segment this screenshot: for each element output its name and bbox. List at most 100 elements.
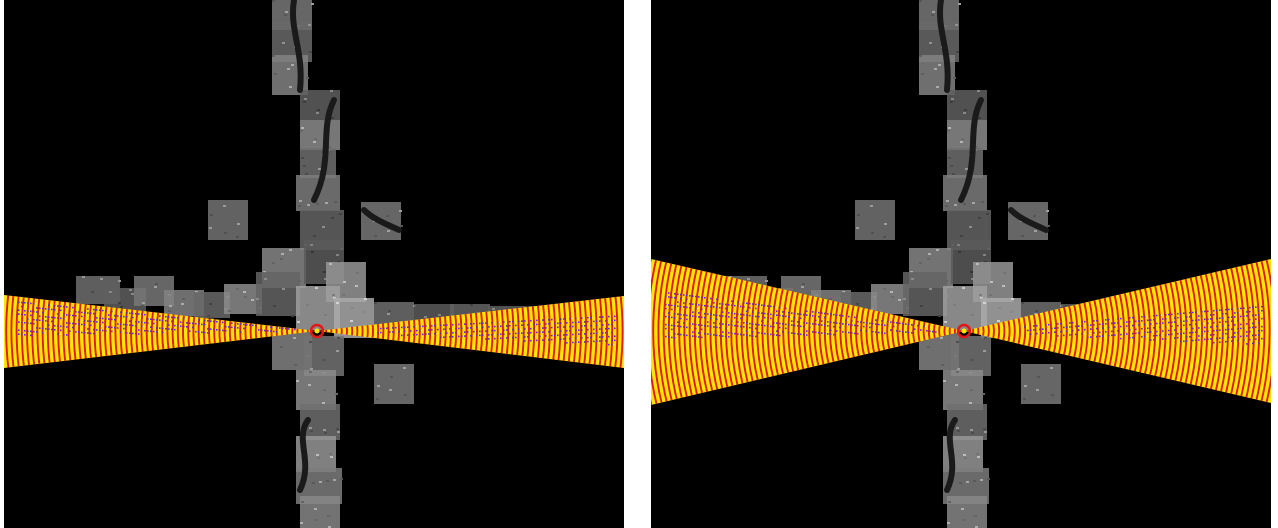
overlay-dot [120,323,122,325]
overlay-dot [785,328,787,330]
image-speckle [971,314,974,316]
overlay-dot [869,327,871,329]
overlay-dot [114,319,116,321]
overlay-dot [153,319,155,321]
overlay-dot [587,321,589,323]
overlay-dot [893,322,895,324]
overlay-dot [1177,325,1179,327]
image-speckle [109,291,112,293]
overlay-dot [1201,311,1203,313]
overlay-dot [1150,319,1152,321]
overlay-dot [452,336,454,338]
overlay-dot [189,330,191,332]
overlay-dot [431,329,433,331]
overlay-dot [695,304,697,306]
overlay-dot [542,319,544,321]
overlay-dot [1171,321,1173,323]
overlay-dot [866,330,868,332]
overlay-dot [452,332,454,334]
overlay-dot [758,304,760,306]
overlay-dot [599,340,601,342]
overlay-dot [1183,332,1185,334]
overlay-dot [75,311,77,313]
overlay-dot [1114,334,1116,336]
image-speckle [273,305,276,307]
overlay-dot [752,315,754,317]
overlay-dot [731,304,733,306]
overlay-dot [96,317,98,319]
overlay-dot [482,322,484,324]
overlay-dot [509,333,511,335]
overlay-dot [1219,309,1221,311]
image-speckle [350,320,353,322]
image-speckle [272,0,275,2]
overlay-dot [69,310,71,312]
overlay-dot [671,309,673,311]
overlay-dot [141,322,143,324]
overlay-dot [60,310,62,312]
overlay-dot [719,315,721,317]
overlay-dot [908,324,910,326]
overlay-dot [1144,316,1146,318]
image-speckle [857,214,860,216]
image-speckle [956,341,959,343]
image-speckle [317,109,320,111]
overlay-dot [1249,327,1251,329]
overlay-dot [60,330,62,332]
image-speckle [308,384,311,386]
overlay-dot [737,313,739,315]
overlay-dot [731,320,733,322]
image-tile [855,200,895,240]
overlay-dot [572,342,574,344]
overlay-dot [737,325,739,327]
image-speckle [389,389,392,391]
overlay-dot [479,323,481,325]
overlay-dot [569,330,571,332]
overlay-dot [51,329,53,331]
image-speckle [129,289,132,291]
image-speckle [169,305,172,307]
overlay-dot [1120,338,1122,340]
image-speckle [932,11,935,13]
overlay-dot [1162,330,1164,332]
overlay-dot [764,313,766,315]
overlay-dot [1252,327,1254,329]
overlay-dot [791,324,793,326]
overlay-dot [111,311,113,313]
image-speckle [342,294,345,296]
overlay-dot [743,326,745,328]
image-speckle [976,453,979,455]
overlay-dot [1207,322,1209,324]
image-speckle [120,306,123,308]
overlay-dot [174,317,176,319]
overlay-dot [1213,310,1215,312]
overlay-dot [722,335,724,337]
overlay-dot [734,333,736,335]
image-speckle [91,291,94,293]
image-speckle [316,454,319,456]
overlay-dot [45,316,47,318]
image-speckle [334,201,337,203]
overlay-dot [458,324,460,326]
overlay-dot [740,318,742,320]
overlay-dot [1249,319,1251,321]
overlay-dot [1201,315,1203,317]
overlay-dot [279,327,281,329]
image-speckle [400,225,403,227]
image-speckle [962,287,965,289]
overlay-dot [761,312,763,314]
right-panel [651,0,1271,528]
overlay-dot [707,325,709,327]
overlay-dot [225,330,227,332]
overlay-dot [428,333,430,335]
overlay-dot [1159,322,1161,324]
overlay-dot [1120,318,1122,320]
image-speckle [911,278,914,280]
overlay-dot [572,326,574,328]
overlay-dot [614,328,616,330]
overlay-dot [677,325,679,327]
overlay-dot [90,313,92,315]
overlay-dot [1186,328,1188,330]
overlay-dot [213,329,215,331]
overlay-dot [608,324,610,326]
